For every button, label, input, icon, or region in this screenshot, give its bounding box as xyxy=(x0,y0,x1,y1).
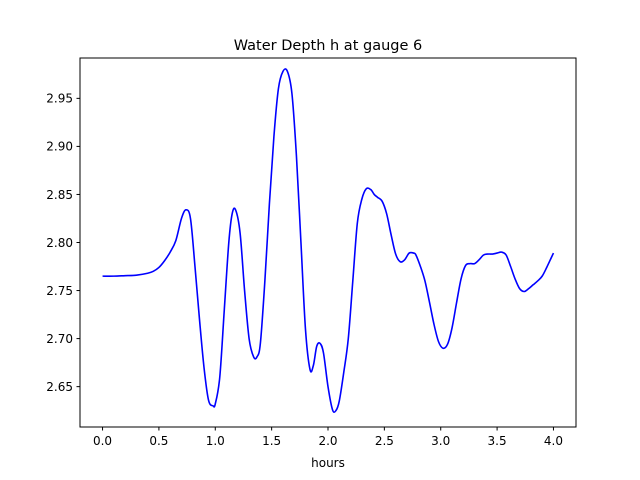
chart-title: Water Depth h at gauge 6 xyxy=(234,38,422,54)
x-tick-label: 3.0 xyxy=(431,434,450,448)
y-tick-label: 2.95 xyxy=(46,92,73,106)
y-tick-label: 2.70 xyxy=(46,332,73,346)
series-layer xyxy=(102,68,555,414)
x-tick-label: 1.0 xyxy=(206,434,225,448)
y-tick-label: 2.85 xyxy=(46,188,73,202)
x-tick-label: 0.5 xyxy=(149,434,168,448)
y-tick-label: 2.75 xyxy=(46,284,73,298)
plot-area xyxy=(80,58,576,427)
x-tick-label: 4.0 xyxy=(544,434,563,448)
x-axis-ticks: 0.0 0.5 1.0 1.5 2.0 2.5 3.0 3.5 4.0 xyxy=(93,427,563,448)
water-depth-line xyxy=(102,68,555,414)
x-tick-label: 2.5 xyxy=(375,434,394,448)
y-tick-label: 2.90 xyxy=(46,140,73,154)
x-tick-label: 3.5 xyxy=(488,434,507,448)
plot-frame xyxy=(79,57,577,428)
y-axis-ticks: 2.65 2.70 2.75 2.80 2.85 2.90 2.95 xyxy=(46,92,80,394)
x-tick-label: 2.0 xyxy=(318,434,337,448)
y-tick-label: 2.65 xyxy=(46,380,73,394)
x-tick-label: 0.0 xyxy=(93,434,112,448)
y-tick-label: 2.80 xyxy=(46,236,73,250)
x-axis-label: hours xyxy=(311,456,345,470)
x-tick-label: 1.5 xyxy=(262,434,281,448)
